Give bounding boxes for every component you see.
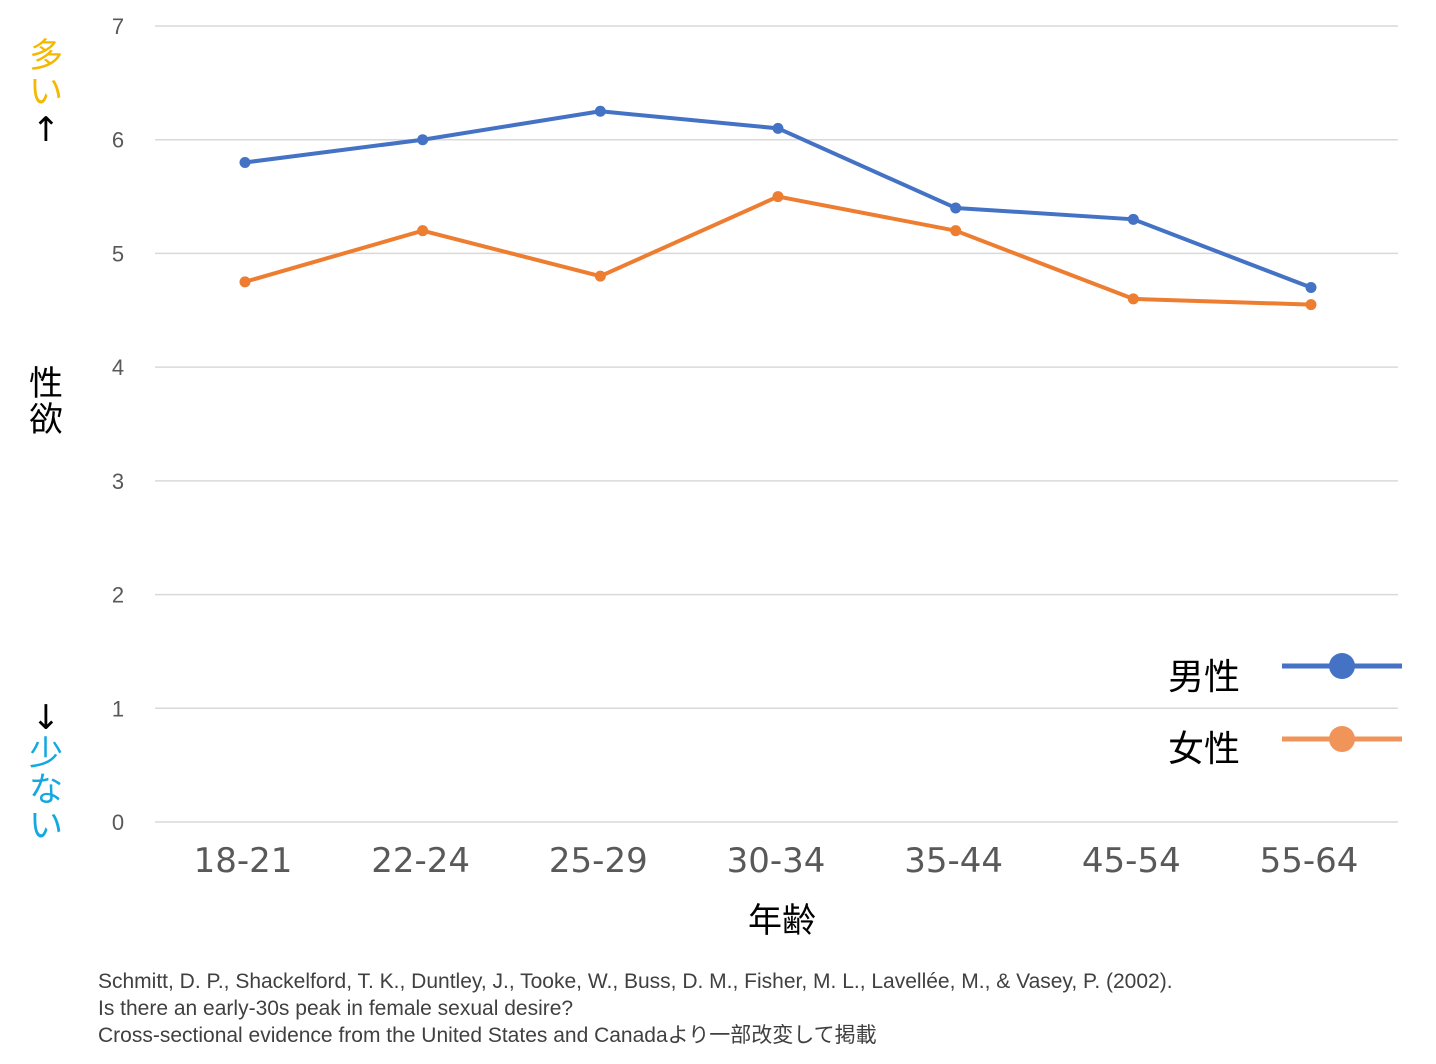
- x-tick-55-64: 55-64: [1260, 841, 1359, 881]
- citation: Schmitt, D. P., Shackelford, T. K., Dunt…: [98, 968, 1418, 1049]
- x-tick-30-34: 30-34: [727, 841, 826, 881]
- citation-line-1: Schmitt, D. P., Shackelford, T. K., Dunt…: [98, 970, 1173, 993]
- y-tick-6: 6: [112, 128, 124, 153]
- point-series-0-25-29: [594, 105, 606, 117]
- citation-line-3: Cross-sectional evidence from the United…: [98, 1024, 877, 1047]
- point-series-1-22-24: [417, 225, 429, 237]
- y-tick-7: 7: [112, 14, 124, 39]
- y-tick-4: 4: [112, 355, 124, 380]
- y-axis-label: 性欲: [24, 366, 68, 438]
- y-axis-top-label: 多い: [24, 38, 68, 110]
- arrow-down-icon: ↓: [31, 698, 61, 738]
- y-tick-3: 3: [112, 469, 124, 494]
- y-axis-label-char-0: 性: [29, 364, 63, 404]
- point-series-0-30-34: [772, 122, 784, 134]
- point-series-0-22-24: [417, 134, 429, 146]
- point-series-0-45-54: [1127, 213, 1139, 225]
- y-tick-labels: 0 1 2 3 4 5 6 7: [112, 14, 124, 835]
- x-tick-18-21: 18-21: [194, 841, 293, 881]
- arrow-up-icon: ↑: [31, 110, 61, 150]
- y-tick-2: 2: [112, 583, 124, 608]
- legend-label-female: 女性: [1168, 729, 1241, 770]
- legend-label-male: 男性: [1168, 657, 1241, 698]
- y-tick-1: 1: [112, 696, 124, 721]
- y-axis-bottom-label: 少ない: [24, 736, 68, 844]
- x-axis-label: 年齢: [748, 901, 816, 941]
- series-line-1: [244, 194, 1312, 307]
- gridlines: [155, 25, 1398, 823]
- point-series-1-35-44: [950, 225, 962, 237]
- legend-marker-0: [1329, 653, 1355, 679]
- point-series-0-35-44: [950, 202, 962, 214]
- series-group: [239, 105, 1317, 311]
- line-chart: 0 1 2 3 4 5 6 7 18-21 22-24 25-29 30-34 35-44 45-54 5…: [112, 14, 1402, 941]
- y-axis-bottom-label-char-1: な: [29, 770, 63, 810]
- point-series-1-55-64: [1305, 299, 1317, 311]
- citation-line-2: Is there an early-30s peak in female sex…: [98, 997, 574, 1020]
- y-axis-bottom-label-char-2: い: [29, 806, 63, 846]
- y-tick-5: 5: [112, 241, 124, 266]
- y-axis-bottom-label-char-0: 少: [29, 734, 63, 774]
- x-tick-22-24: 22-24: [371, 841, 470, 881]
- point-series-1-30-34: [772, 191, 784, 203]
- point-series-1-45-54: [1127, 293, 1139, 305]
- point-series-1-25-29: [594, 270, 606, 282]
- y-tick-0: 0: [112, 810, 124, 835]
- x-tick-25-29: 25-29: [549, 841, 648, 881]
- legend-marker-1: [1329, 726, 1355, 752]
- x-tick-45-54: 45-54: [1082, 841, 1181, 881]
- y-axis-top-label-char-1: い: [29, 72, 63, 112]
- point-series-0-55-64: [1305, 282, 1317, 294]
- y-axis-label-char-1: 欲: [29, 400, 63, 440]
- point-series-1-18-21: [239, 276, 251, 288]
- x-tick-labels: 18-21 22-24 25-29 30-34 35-44 45-54 55-64: [194, 841, 1359, 881]
- point-series-0-18-21: [239, 156, 251, 168]
- legend-markers: [1282, 653, 1402, 752]
- y-axis-top-label-char-0: 多: [29, 36, 63, 76]
- x-tick-35-44: 35-44: [904, 841, 1003, 881]
